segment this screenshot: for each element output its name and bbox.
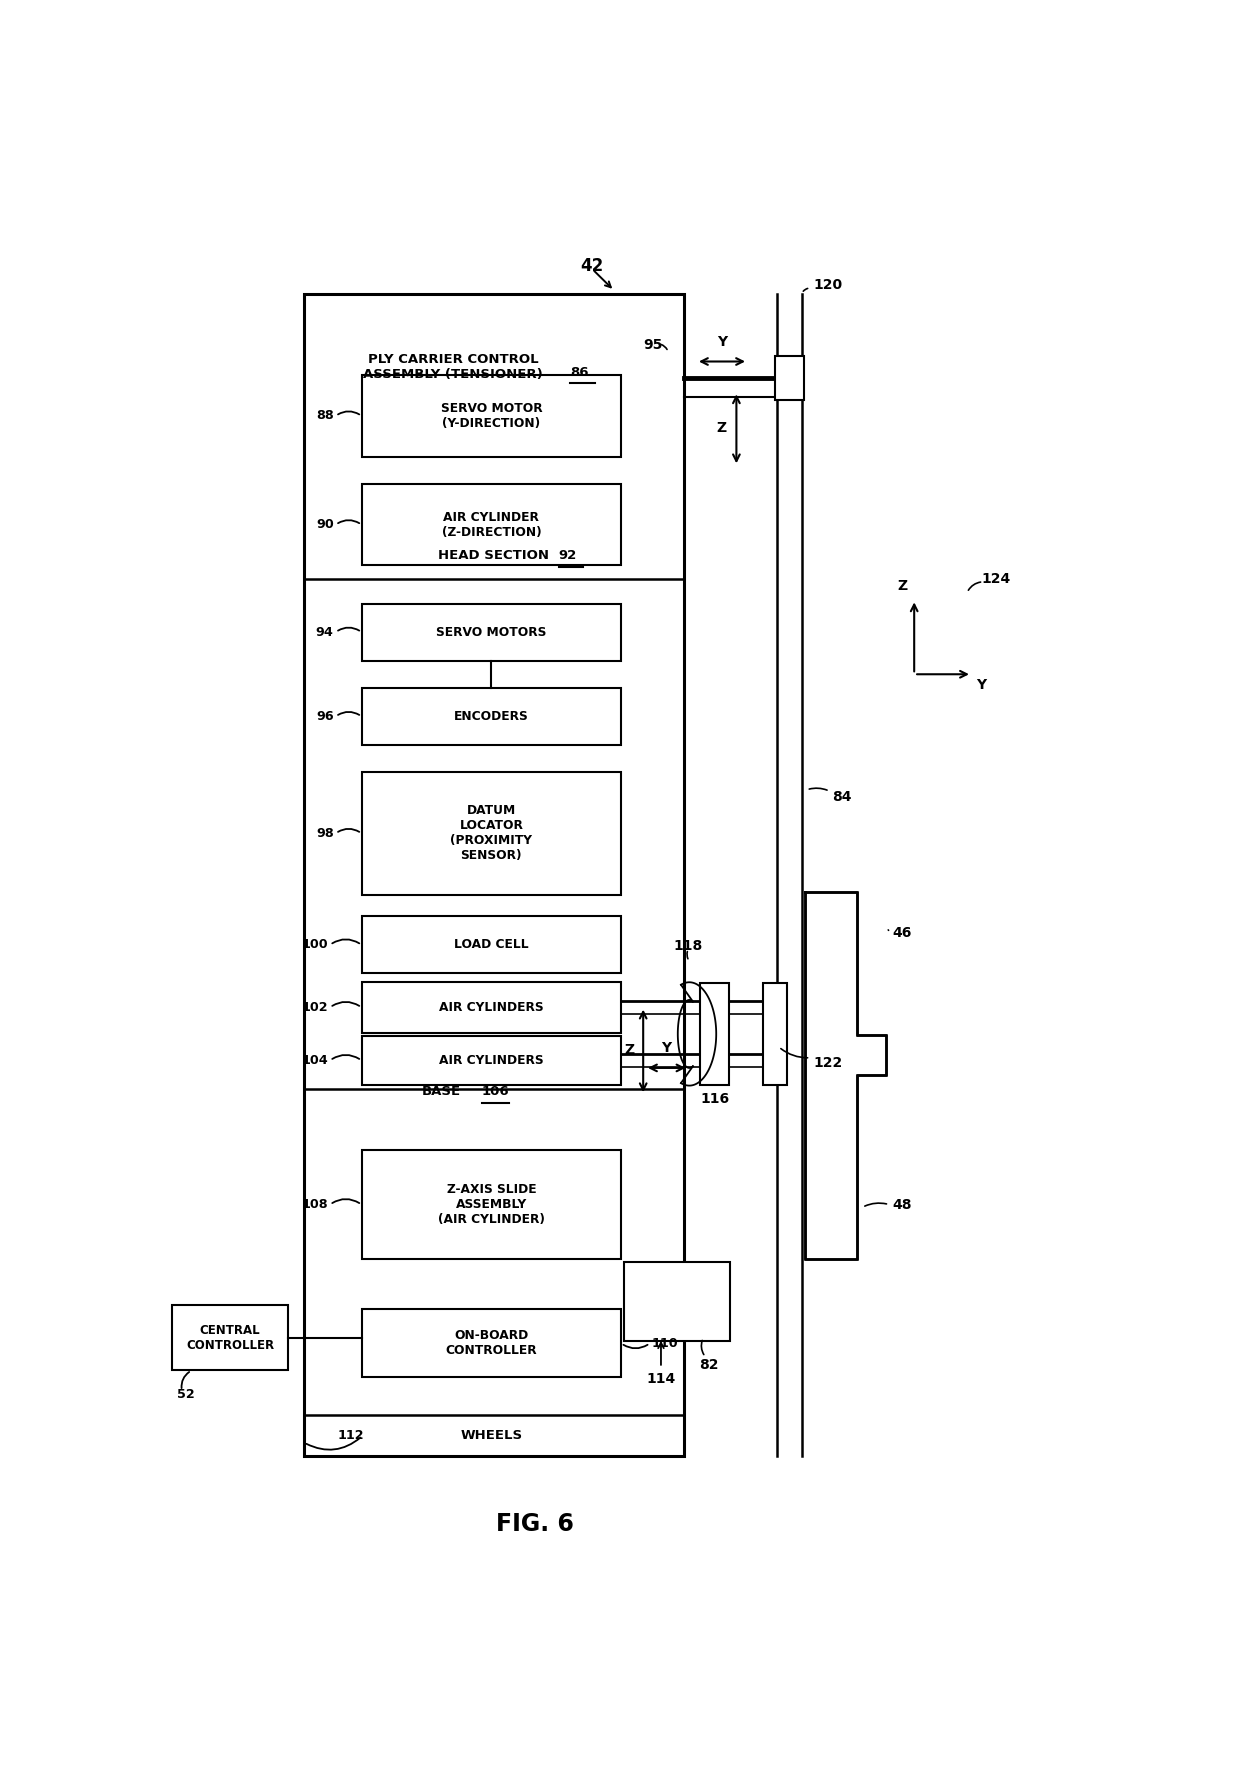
Text: Y: Y: [976, 678, 987, 692]
Text: 114: 114: [646, 1372, 676, 1386]
Text: 94: 94: [316, 625, 334, 639]
Bar: [362, 982, 621, 1033]
Bar: [172, 1305, 288, 1370]
Text: 118: 118: [673, 940, 703, 954]
Text: FIG. 6: FIG. 6: [496, 1512, 574, 1536]
Text: 86: 86: [570, 366, 589, 380]
Text: AIR CYLINDER
(Z-DIRECTION): AIR CYLINDER (Z-DIRECTION): [441, 510, 541, 539]
Text: 122: 122: [813, 1056, 842, 1070]
Text: 100: 100: [301, 938, 327, 952]
Text: 110: 110: [652, 1337, 678, 1349]
Text: 106: 106: [481, 1086, 510, 1098]
Bar: [362, 604, 621, 660]
Text: Z: Z: [625, 1044, 635, 1058]
Text: 42: 42: [580, 258, 604, 275]
Text: SERVO MOTOR
(Y-DIRECTION): SERVO MOTOR (Y-DIRECTION): [440, 403, 542, 429]
Text: 48: 48: [892, 1197, 911, 1211]
Text: 95: 95: [644, 337, 662, 351]
Text: 90: 90: [316, 517, 334, 532]
Text: HEAD SECTION: HEAD SECTION: [439, 549, 549, 562]
Text: Y: Y: [661, 1040, 671, 1054]
Bar: [362, 1150, 621, 1259]
Bar: [699, 984, 729, 1084]
Text: 46: 46: [892, 925, 911, 940]
Bar: [362, 917, 621, 973]
Text: 104: 104: [301, 1054, 327, 1067]
Bar: [362, 374, 621, 457]
Text: Y: Y: [717, 336, 727, 350]
Text: 116: 116: [701, 1091, 730, 1106]
Text: CENTRAL
CONTROLLER: CENTRAL CONTROLLER: [186, 1324, 274, 1351]
Text: PLY CARRIER CONTROL
ASSEMBLY (TENSIONER): PLY CARRIER CONTROL ASSEMBLY (TENSIONER): [363, 353, 543, 381]
Text: Z: Z: [715, 420, 727, 434]
Polygon shape: [805, 892, 887, 1259]
Text: ON-BOARD
CONTROLLER: ON-BOARD CONTROLLER: [445, 1330, 537, 1358]
Text: 108: 108: [301, 1197, 327, 1211]
Text: Z: Z: [898, 579, 908, 593]
Text: 120: 120: [813, 279, 842, 293]
Text: 98: 98: [316, 826, 334, 841]
Text: 124: 124: [982, 572, 1011, 586]
Bar: [764, 984, 787, 1084]
Text: 88: 88: [316, 410, 334, 422]
Text: AIR CYLINDERS: AIR CYLINDERS: [439, 1054, 543, 1067]
Bar: [362, 1309, 621, 1377]
Bar: [362, 772, 621, 895]
Bar: [362, 484, 621, 565]
Text: BASE: BASE: [422, 1086, 461, 1098]
Text: 92: 92: [558, 549, 577, 562]
Bar: [362, 687, 621, 745]
Bar: [775, 357, 804, 399]
Text: LOAD CELL: LOAD CELL: [454, 938, 528, 952]
Text: DATUM
LOCATOR
(PROXIMITY
SENSOR): DATUM LOCATOR (PROXIMITY SENSOR): [450, 804, 532, 862]
Bar: [362, 1037, 621, 1084]
Text: Z-AXIS SLIDE
ASSEMBLY
(AIR CYLINDER): Z-AXIS SLIDE ASSEMBLY (AIR CYLINDER): [438, 1183, 544, 1226]
Text: AIR CYLINDERS: AIR CYLINDERS: [439, 1001, 543, 1014]
Text: 52: 52: [177, 1388, 195, 1402]
Text: 112: 112: [337, 1429, 365, 1443]
Text: 102: 102: [301, 1001, 327, 1014]
Text: WHEELS: WHEELS: [460, 1429, 522, 1443]
Text: ENCODERS: ENCODERS: [454, 710, 528, 722]
Text: 82: 82: [699, 1358, 718, 1372]
Text: 96: 96: [316, 710, 334, 722]
Text: SERVO MOTORS: SERVO MOTORS: [436, 625, 547, 639]
Bar: [624, 1261, 729, 1340]
Bar: [304, 293, 683, 1457]
Text: 84: 84: [832, 789, 852, 804]
